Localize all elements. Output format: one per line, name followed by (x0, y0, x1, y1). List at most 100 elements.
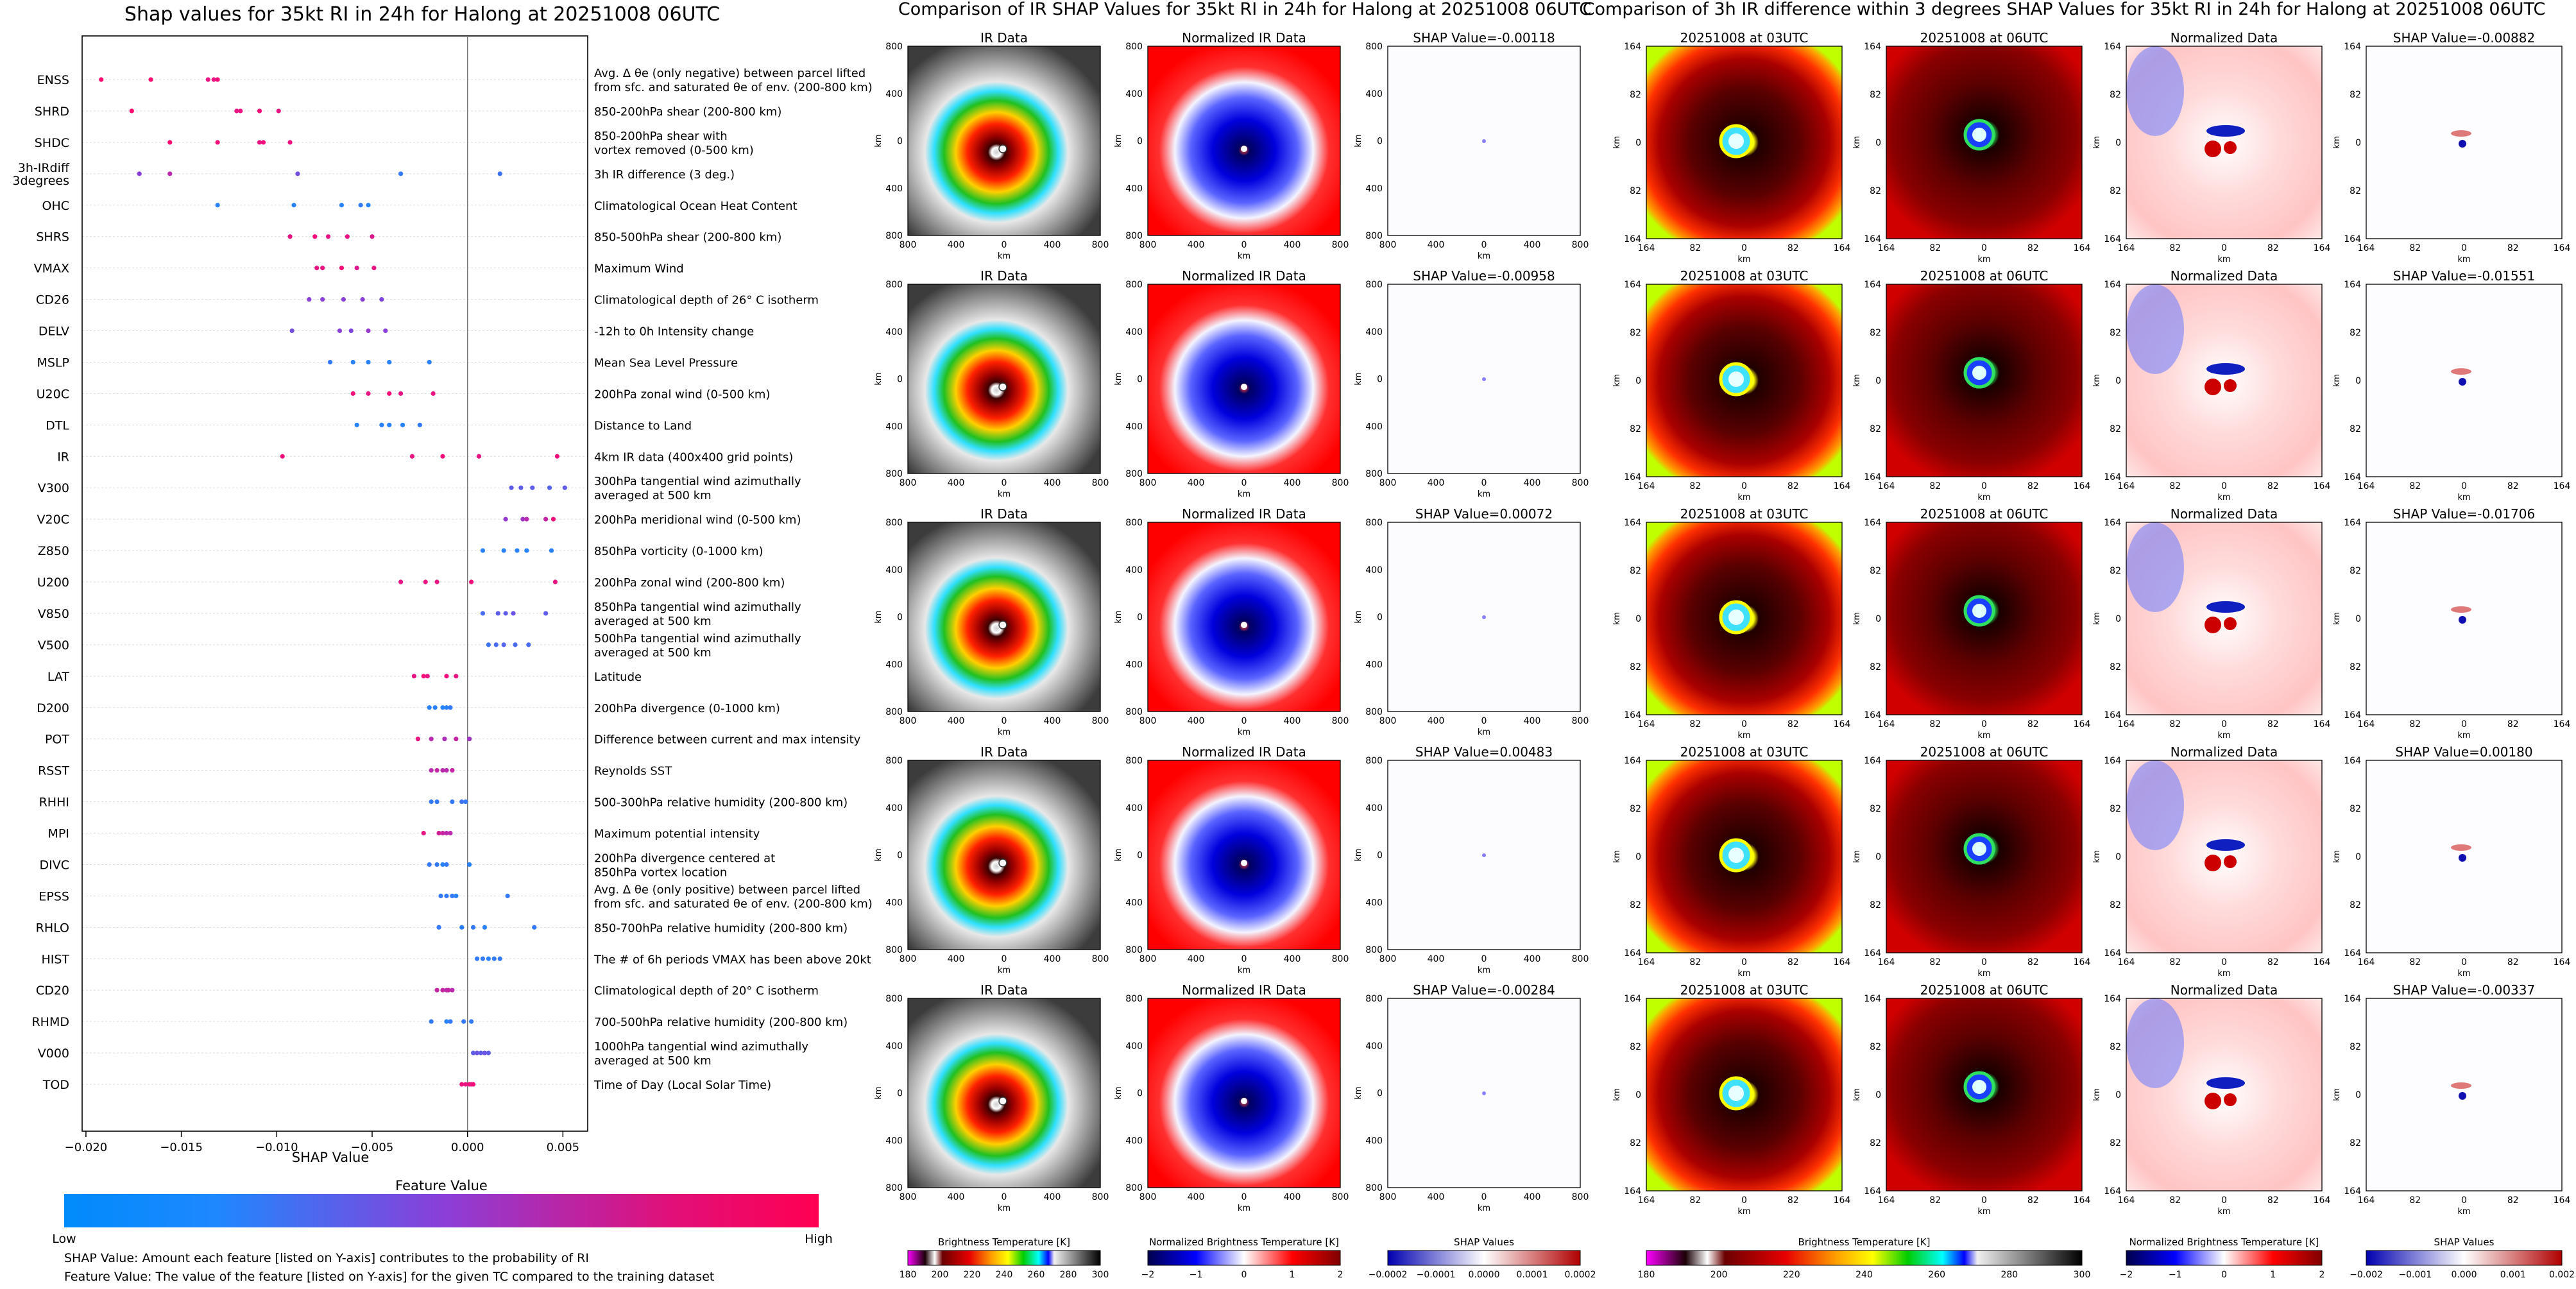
negative-anomaly-region (2126, 760, 2184, 850)
y-tick-label: 164 (2104, 42, 2121, 52)
x-axis-label: SHAP Value (292, 1150, 370, 1165)
x-tick-label: 164 (1878, 1195, 1895, 1206)
x-tick-label: 82 (1689, 481, 1701, 491)
shap-point (417, 422, 422, 427)
shap-point (348, 328, 354, 334)
y-tick-label: 0 (1137, 613, 1143, 623)
y-axis-label: km (1852, 850, 1862, 863)
y-axis-label: km (2332, 136, 2342, 149)
feature-description-label: vortex removed (0-500 km) (594, 144, 754, 157)
x-tick-label: 82 (2409, 719, 2421, 730)
shap-point (366, 328, 371, 334)
feature-description-label: Difference between current and max inten… (594, 733, 861, 747)
shap-point (436, 830, 441, 836)
shap-point (444, 1019, 449, 1024)
feature-row: RSST Reynolds SST (38, 764, 672, 778)
y-tick-label: 82 (2350, 566, 2361, 576)
shap-negative-area (2459, 854, 2466, 862)
negative-anomaly-core (2206, 839, 2245, 851)
subplot-title: 20251008 at 03UTC (1680, 268, 1809, 284)
feature-row: IR 4km IR data (400x400 grid points) (57, 450, 793, 464)
feature-description-label: 850-500hPa shear (200-800 km) (594, 231, 781, 244)
x-tick-label: 800 (900, 478, 917, 488)
shap-center-point (1482, 1091, 1486, 1095)
feature-row: V20C 200hPa meridional wind (0-500 km) (37, 513, 801, 527)
y-tick-label: 82 (1870, 90, 1881, 100)
x-tick-label: 800 (1139, 478, 1157, 488)
x-tick-label: 0 (1002, 478, 1007, 488)
feature-description-label: 200hPa divergence centered at (594, 851, 775, 865)
y-tick-label: 164 (2104, 518, 2121, 528)
diff-subplot: 20251008 at 06UTC1641648282008282164164k… (1852, 30, 2090, 264)
feature-description-label: 1000hPa tangential wind azimuthally (594, 1040, 808, 1054)
x-axis-label: km (1238, 252, 1250, 261)
shap-point (387, 359, 392, 365)
y-tick-label: 0 (2115, 376, 2121, 386)
y-tick-label: 0 (1635, 1090, 1641, 1100)
shap-center-point (1482, 853, 1486, 857)
shap-point (423, 579, 428, 585)
x-tick-label: 164 (2314, 957, 2331, 968)
subplot-title: Normalized IR Data (1182, 506, 1306, 522)
x-axis-ticks: −0.020 −0.015 −0.010 −0.005 0.000 0.005 (65, 1131, 579, 1154)
y-tick-label: 800 (885, 42, 903, 52)
y-tick-label: 164 (1624, 280, 1641, 290)
y-tick-label: 400 (1365, 1041, 1383, 1052)
y-tick-label: 164 (2104, 280, 2121, 290)
negative-anomaly-core (2206, 363, 2245, 375)
subplot-frame (907, 998, 1101, 1188)
y-tick-label: 164 (1864, 234, 1881, 244)
feature-description-label: 700-500hPa relative humidity (200-800 km… (594, 1016, 848, 1029)
shap-point (440, 768, 445, 773)
feature-row: LAT Latitude (47, 670, 642, 684)
shap-point (379, 296, 384, 302)
subplot-frame (2126, 522, 2323, 715)
y-tick-label: 0 (1377, 1089, 1383, 1099)
y-tick-label: 800 (1125, 469, 1143, 479)
x-tick-label: 400 (1428, 1192, 1445, 1202)
y-tick-label: 0 (1137, 851, 1143, 861)
y-axis-label: km (874, 610, 883, 623)
x-axis-label: km (2457, 493, 2470, 502)
feature-code-label: RHMD (31, 1015, 69, 1029)
x-tick-label: −0.015 (160, 1141, 203, 1154)
feature-code-label: ENSS (37, 73, 69, 87)
y-tick-label: 400 (1365, 422, 1383, 432)
shap-point (350, 391, 355, 396)
ir-image (908, 284, 1100, 474)
shap-point (383, 328, 388, 334)
x-tick-label: 0 (2221, 719, 2227, 730)
shap-point (345, 234, 350, 239)
x-tick-label: 82 (1689, 719, 1701, 730)
feature-code-label: OHC (42, 199, 69, 213)
y-axis-label: km (2332, 374, 2342, 387)
subplot-frame (1147, 46, 1341, 236)
x-tick-label: 400 (1428, 240, 1445, 250)
shap-point (440, 987, 445, 993)
shap-point (215, 77, 220, 82)
feature-code-label: V000 (38, 1046, 69, 1061)
shap-point (366, 391, 371, 396)
shap-positive-area (2451, 368, 2471, 375)
feature-description-label: Climatological depth of 20° C isotherm (594, 984, 819, 998)
y-axis-label: km (874, 372, 883, 385)
shap-point (543, 516, 549, 522)
x-axis-label: km (2457, 969, 2470, 978)
x-axis-label: km (998, 1204, 1011, 1213)
shap-point (524, 516, 529, 522)
x-tick-label: 164 (2554, 957, 2571, 968)
x-axis-label: km (2457, 731, 2470, 740)
x-tick-label: 0 (2461, 957, 2467, 968)
shap-point (354, 266, 359, 271)
x-tick-label: 0 (1741, 957, 1747, 968)
x-tick-label: 800 (1139, 954, 1157, 964)
y-tick-label: 0 (1377, 851, 1383, 861)
positive-anomaly-core (2224, 1093, 2237, 1106)
feature-row: MSLP Mean Sea Level Pressure (37, 355, 738, 370)
y-tick-label: 164 (1624, 994, 1641, 1004)
diff-subplot: Normalized Data1641648282008282164164kmk… (2092, 744, 2330, 978)
feature-code-label: D200 (37, 701, 69, 715)
x-tick-label: 800 (1092, 716, 1109, 726)
y-tick-label: 400 (885, 565, 903, 576)
